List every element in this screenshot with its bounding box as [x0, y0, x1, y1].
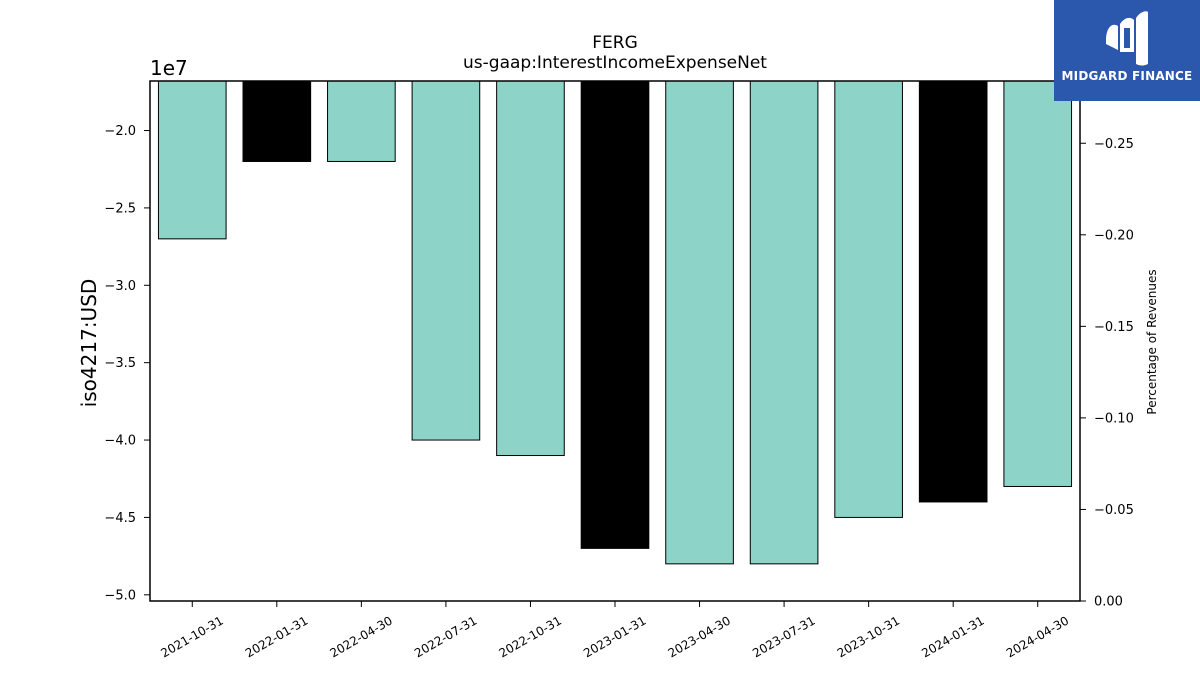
x-tick-label: 2024-01-31: [919, 613, 986, 660]
midgard-finance-logo: MIDGARD FINANCE: [1054, 0, 1200, 101]
x-tick-label: 2022-04-30: [327, 613, 394, 660]
y2-tick-label: 0.00: [1094, 595, 1123, 610]
y2-tick-label: −0.15: [1094, 320, 1134, 335]
y2-axis-label: Percentage of Revenues: [1145, 269, 1159, 414]
y-axis-label: iso4217:USD: [77, 279, 101, 408]
y-tick-label: −2.0: [104, 124, 136, 139]
x-tick-label: 2023-10-31: [835, 613, 902, 660]
bar-2024-04-30: [1003, 80, 1073, 487]
bar-2023-04-30: [665, 80, 734, 565]
y-tick-label: −5.0: [104, 588, 136, 603]
bar-2022-01-31: [242, 80, 312, 162]
logo-mark-icon: [1106, 11, 1148, 66]
x-tick-label: 2023-01-31: [581, 613, 648, 660]
y2-tick-label: −0.05: [1094, 503, 1134, 518]
y-tick-label: −4.5: [104, 511, 136, 526]
y2-tick-label: −0.25: [1094, 137, 1134, 152]
bar-2022-04-30: [327, 80, 396, 162]
chart-title: FERG: [592, 33, 638, 53]
logo-text: MIDGARD FINANCE: [1061, 69, 1193, 83]
bar-2022-10-31: [496, 80, 565, 457]
x-tick-label: 2022-10-31: [497, 613, 564, 660]
bars-group: [157, 80, 1073, 565]
y2-tick-label: −0.10: [1094, 411, 1134, 426]
bar-2021-10-31: [157, 80, 227, 240]
x-tick-label: 2021-10-31: [158, 613, 225, 660]
x-tick-label: 2023-04-30: [666, 613, 733, 660]
bar-2024-01-31: [918, 80, 988, 503]
y-tick-label: −3.5: [104, 356, 136, 371]
chart-subtitle: us-gaap:InterestIncomeExpenseNet: [463, 53, 767, 73]
bar-2022-07-31: [411, 80, 481, 441]
y2-tick-label: −0.20: [1094, 228, 1134, 243]
x-tick-label: 2022-07-31: [412, 613, 479, 660]
bar-2023-07-31: [749, 80, 819, 565]
y-tick-label: −2.5: [104, 201, 136, 216]
bar-2023-01-31: [580, 80, 650, 549]
x-tick-label: 2023-07-31: [750, 613, 817, 660]
x-tick-label: 2022-01-31: [243, 613, 310, 660]
y-tick-label: −4.0: [104, 434, 136, 449]
x-tick-label: 2024-04-30: [1004, 613, 1071, 660]
y-tick-label: −3.0: [104, 279, 136, 294]
bar-2023-10-31: [834, 80, 903, 518]
y-offset-label: 1e7: [150, 56, 188, 80]
